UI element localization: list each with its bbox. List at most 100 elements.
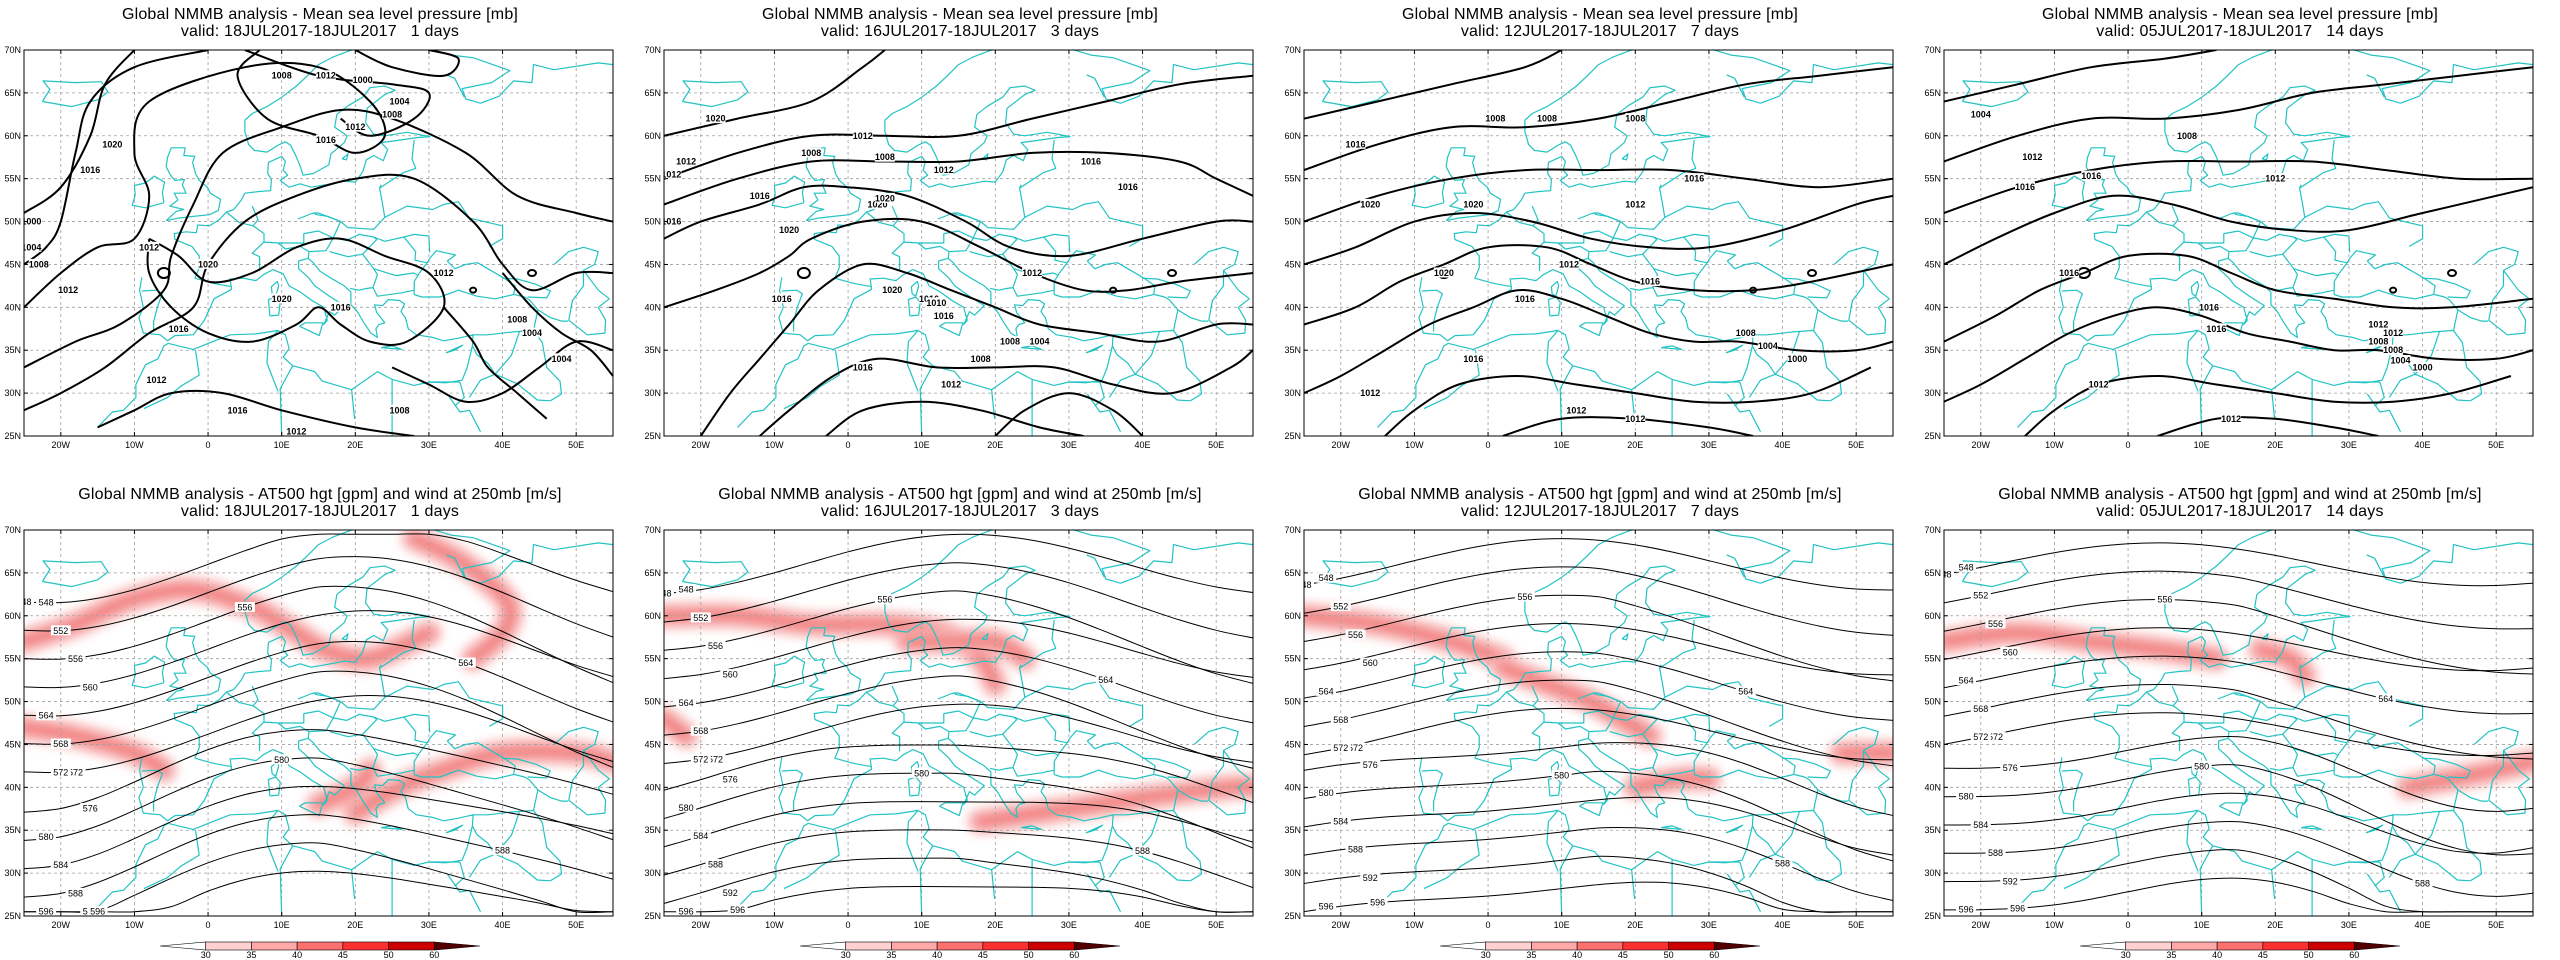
- colorbar-tick-label: 60: [1069, 950, 1079, 960]
- contour-label: 588: [1775, 858, 1790, 868]
- contour-line: [1304, 288, 1893, 395]
- map-panel-z500-14d: Global NMMB analysis - AT500 hgt [gpm] a…: [1920, 480, 2560, 960]
- colorbar-tick-label: 45: [338, 950, 348, 960]
- panel-valid-period: valid: 05JUL2017-18JUL2017 14 days: [2096, 23, 2384, 40]
- lon-tick-label: 10W: [2045, 440, 2064, 450]
- contour-label: 1016: [2015, 182, 2035, 192]
- contour-line: [1944, 764, 2533, 856]
- contour-label: 1016: [1684, 174, 1704, 184]
- pressure-isobars: [664, 50, 1253, 436]
- contour-label: 1012: [286, 427, 306, 437]
- contour-label: 572: [693, 754, 708, 764]
- contour-line: [1304, 244, 1893, 326]
- lon-tick-label: 0: [2126, 920, 2131, 930]
- lat-tick-label: 50N: [4, 697, 21, 707]
- contour-line: [1944, 792, 2533, 854]
- contour-label: 1020: [272, 294, 292, 304]
- contour-label: 1000: [21, 217, 41, 227]
- lat-tick-label: 50N: [4, 217, 21, 227]
- panel-valid-period: valid: 05JUL2017-18JUL2017 14 days: [2096, 503, 2384, 520]
- contour-line: [664, 647, 1253, 724]
- lat-tick-label: 25N: [4, 431, 21, 441]
- lon-tick-label: 30E: [1061, 920, 1077, 930]
- lat-tick-label: 50N: [644, 217, 661, 227]
- contour-label: 1020: [867, 199, 887, 209]
- colorbar-swatch: [1028, 941, 1075, 951]
- colorbar-swatch: [1576, 941, 1624, 951]
- contour-line: [664, 562, 1253, 639]
- map-plot: 1020 1008 1012 1008 1012 1012 1016 1012 1016 1020…: [644, 45, 1254, 450]
- contour-line: [24, 814, 613, 898]
- contour-label: 1016: [750, 191, 770, 201]
- contour-label: 1016: [661, 217, 681, 227]
- graticule: [1304, 530, 1893, 916]
- contour-label: 1004: [2390, 356, 2410, 366]
- contour-label: 580: [1319, 788, 1334, 798]
- lon-tick-label: 10E: [914, 440, 930, 450]
- lat-tick-label: 35N: [644, 825, 661, 835]
- lat-tick-label: 30N: [1284, 388, 1301, 398]
- colorbar-tick-label: 50: [1664, 950, 1674, 960]
- contour-label: 1008: [801, 148, 821, 158]
- contour-label: 560: [1363, 658, 1378, 668]
- contour-label: 1020: [1360, 199, 1380, 209]
- panel-title: Global NMMB analysis - Mean sea level pr…: [2041, 6, 2439, 23]
- contour-line: [2157, 416, 2379, 436]
- colorbar-swatch: [2308, 941, 2355, 951]
- coastlines: [681, 50, 1253, 436]
- contour-label: 576: [83, 803, 98, 813]
- contour-line: [664, 533, 1253, 595]
- contour-line: [1304, 66, 1893, 172]
- lat-tick-label: 45N: [1924, 739, 1941, 749]
- contour-label: 1012: [2221, 414, 2241, 424]
- colorbar-tick-label: 50: [2304, 950, 2314, 960]
- contour-label: 1004: [1758, 341, 1778, 351]
- lon-tick-label: 40E: [495, 920, 511, 930]
- lon-tick-label: 10E: [1554, 920, 1570, 930]
- contour-line: [1944, 627, 2533, 672]
- coastlines: [1961, 50, 2533, 436]
- lat-tick-label: 25N: [4, 911, 21, 921]
- lat-tick-label: 25N: [644, 431, 661, 441]
- geopotential-contours: [1944, 542, 2533, 913]
- contour-line: [1304, 594, 1893, 682]
- contour-line: [825, 400, 1084, 436]
- lon-tick-label: 50E: [2488, 440, 2504, 450]
- contour-line: [442, 306, 548, 420]
- lat-tick-label: 70N: [644, 525, 661, 535]
- colorbar-swatch: [342, 941, 389, 951]
- contour-label: 1008: [971, 354, 991, 364]
- graticule: [664, 50, 1253, 436]
- lon-tick-label: 50E: [1848, 920, 1864, 930]
- contour-label: 548: [16, 597, 31, 607]
- contour-label: 568: [1333, 715, 1348, 725]
- contour-label: 1016: [1346, 139, 1366, 149]
- lat-tick-label: 70N: [1924, 45, 1941, 55]
- contour-label: 1016: [2081, 171, 2101, 181]
- contour-line: [1944, 820, 2533, 897]
- contour-label: 556: [1988, 619, 2003, 629]
- contour-label: 1000: [2413, 362, 2433, 372]
- lon-tick-label: 10W: [2045, 920, 2064, 930]
- contour-line: [1944, 159, 2533, 214]
- map-panel-z500-1d: Global NMMB analysis - AT500 hgt [gpm] a…: [0, 480, 640, 960]
- contour-label: 576: [1363, 760, 1378, 770]
- contour-line: [1944, 849, 2533, 913]
- lon-tick-label: 50E: [568, 920, 584, 930]
- contour-label: 556: [2157, 595, 2172, 605]
- contour-label: 568: [1973, 704, 1988, 714]
- lat-tick-label: 60N: [1284, 131, 1301, 141]
- contour-label: 1004: [551, 354, 571, 364]
- contour-label: 1016: [80, 165, 100, 175]
- contour-line: [664, 857, 1253, 913]
- contour-line: [1944, 66, 2533, 163]
- lat-tick-label: 35N: [1924, 825, 1941, 835]
- graticule: [1944, 50, 2533, 436]
- lat-tick-label: 30N: [4, 388, 21, 398]
- contour-label: 548: [1319, 573, 1334, 583]
- map-panel-mslp-7d: Global NMMB analysis - Mean sea level pr…: [1280, 0, 1920, 480]
- colorbar-tick-label: 30: [2121, 950, 2131, 960]
- colorbar-swatch: [1485, 941, 1532, 951]
- lon-tick-label: 40E: [1775, 440, 1791, 450]
- contour-label: 1012: [676, 157, 696, 167]
